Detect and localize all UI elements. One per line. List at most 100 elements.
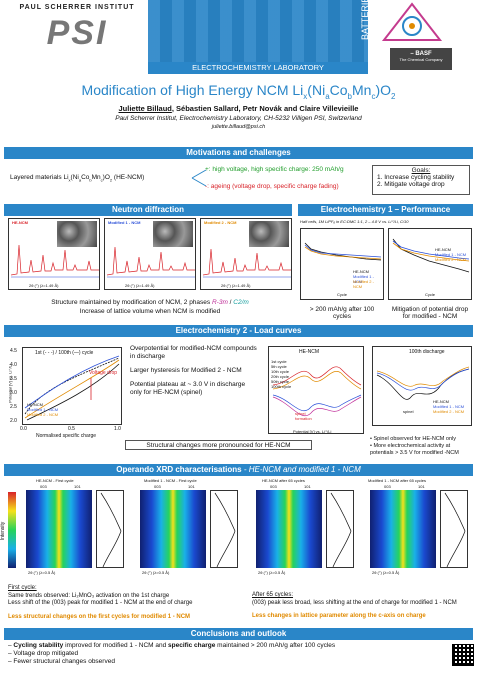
- material-sub-2: 2: [109, 177, 113, 183]
- d100-plot: 100th discharge spinel HE-NCM Modified 1…: [372, 346, 472, 426]
- neutron-panel-mod2: Modified 2 - NCM 2θ (°) (λ=1.49 Å): [200, 218, 292, 290]
- xrd-panel-1: HE-NCM - First cycle 003 101 2θ (°) (λ=0…: [22, 478, 132, 580]
- d100-legend-he: HE-NCM: [433, 399, 449, 404]
- xrd-xaxis: 2θ (°) (λ=0.5 Å): [258, 570, 286, 575]
- psi-wordmark: PSI: [46, 14, 108, 52]
- perf-legend-mod1: Modified 1 - NCM: [353, 274, 374, 284]
- xrd-heading-main: Operando XRD characterisations: [116, 465, 242, 474]
- conclusion-1-end: maintained > 200 mAh/g after 100 cycles: [215, 642, 336, 649]
- sem-image: [249, 221, 289, 247]
- d100-title: 100th discharge: [409, 349, 445, 355]
- load-xaxis: Normalised specific charge: [36, 433, 97, 439]
- con-line: -: ageing (voltage drop, specific charge…: [205, 183, 339, 190]
- dqdv-cycle-100: 100th cycle: [271, 384, 292, 389]
- perf-legend-he: HE-NCM: [353, 269, 369, 274]
- intensity-label: Intensity: [0, 521, 6, 541]
- perf-xaxis: Cycle: [337, 292, 348, 297]
- load-frame: 1st (- - -) / 100th (—) cycle Voltage dr…: [22, 347, 122, 425]
- load-curves-plot: Potential [V] vs. Li⁺/Li 4.5 4.0 3.5 3.0…: [6, 341, 124, 441]
- load-legend-mod1: Modified 1 - NCM: [27, 407, 59, 412]
- material-co: Co: [81, 174, 90, 181]
- neutron-caption-prefix: Structure maintained by modification of …: [51, 299, 212, 306]
- title-t2: Co: [329, 82, 348, 98]
- load-text-1: Overpotential for modified-NCM compounds…: [130, 345, 257, 360]
- dqdv-plot: HE-NCM 1st cycle 5th cycle 10th cycle 20…: [268, 346, 364, 434]
- neutron-panel-label: HE-NCM: [12, 220, 28, 225]
- xrd-peak-003: 003: [40, 484, 47, 489]
- minus-sign: -: [205, 183, 208, 190]
- xrd-first-title: First cycle:: [8, 585, 37, 591]
- dqdv-xaxis: Potential [V] vs. Li⁺/Li: [293, 429, 332, 434]
- batteries-banner: [148, 0, 368, 68]
- email-link[interactable]: juliette.billaud@psi.ch: [211, 124, 266, 130]
- con-text: : ageing (voltage drop, specific charge …: [207, 183, 339, 190]
- diffraction-pattern: [203, 248, 291, 278]
- conclusion-3: – Fewer structural changes observed: [8, 658, 115, 665]
- material-sub-c: c: [100, 177, 103, 183]
- goals-title: Goals:: [411, 167, 431, 174]
- neutron-heading: Neutron diffraction: [4, 204, 292, 216]
- basf-logo: – BASF The Chemical Company: [390, 48, 452, 70]
- load-cycle-label: 1st (- - -) / 100th (—) cycle: [35, 350, 94, 356]
- conclusion-1-mid: improved for modified 1 - NCM and: [63, 642, 169, 649]
- xrd-first-conclusion: Less structural changes on the first cyc…: [8, 613, 191, 620]
- authors: Juliette Billaud, Sébastien Sallard, Pet…: [0, 104, 477, 113]
- load-bullet-1-text: Spinel observed for HE-NCM only: [373, 436, 457, 442]
- conclusion-1: – Cycling stability improved for modifie…: [8, 642, 336, 649]
- material-prefix: Layered materials Li: [10, 174, 69, 181]
- intensity-scale: [8, 492, 16, 568]
- title-sub-a: a: [325, 91, 330, 101]
- d100-legend-mod1: Modified 1 - NCM: [433, 404, 465, 409]
- load-text-3: Potential plateau at ~ 3.0 V in discharg…: [130, 381, 246, 396]
- load-bullets: • Spinel observed for HE-NCM only • More…: [370, 436, 474, 457]
- conclusions-list: – Cycling stability improved for modifie…: [8, 642, 438, 666]
- load-text: Overpotential for modified-NCM compounds…: [130, 345, 258, 397]
- xrd-potential-profile: [96, 490, 124, 568]
- goals-box: Goals: 1. Increase cycling stability 2. …: [372, 165, 470, 195]
- diffraction-pattern: [11, 244, 99, 278]
- material-suffix: (HE-NCM): [112, 174, 145, 181]
- qr-code[interactable]: [452, 644, 474, 666]
- spinel-formation-label: spinel formation: [295, 411, 312, 421]
- sem-image: [57, 221, 97, 247]
- xrd-panel-3: HE-NCM after 65 cycles 003 101 2θ (°) (λ…: [252, 478, 362, 580]
- psi-logo: PAUL SCHERRER INSTITUT PSI: [12, 4, 142, 64]
- dqdv-cycle-1: 1st cycle: [271, 359, 287, 364]
- xrd-after-conclusion: Less changes in lattice parameter along …: [252, 613, 426, 619]
- d100-legend-mod2: Modified 2 - NCM: [433, 409, 465, 414]
- neutron-panel-he: HE-NCM 2θ (°) (λ=1.49 Å): [8, 218, 100, 290]
- xrd-first-line-1: Same trends observed: Li₂MnO₃ activation…: [8, 592, 170, 599]
- lab-label: ELECTROCHEMISTRY LABORATORY: [148, 62, 368, 74]
- dqdv-cycle-50: 50th cycle: [271, 379, 290, 384]
- xrd-panel-title: Modified 1 - NCM after 65 cycles: [368, 478, 427, 483]
- perf-xaxis: Cycle: [425, 292, 436, 297]
- xrd-heading-sub: - HE-NCM and modified 1 - NCM: [241, 465, 361, 474]
- load-xtick: 1.0: [114, 426, 121, 432]
- xrd-xaxis: 2θ (°) (λ=0.5 Å): [372, 570, 400, 575]
- xrd-after-cycles: After 65 cycles: (003) peak less broad, …: [252, 592, 474, 621]
- motivations-arrows: [191, 169, 207, 187]
- perf-caption-2: Mitigation of potential drop for modifie…: [391, 306, 469, 320]
- voltage-drop-label: Voltage drop: [89, 370, 118, 376]
- xrd-peak-003: 003: [154, 484, 161, 489]
- material-sub-b: b: [89, 177, 92, 183]
- load-ytick: 3.5: [10, 376, 17, 382]
- perf-voltage-plot: HE-NCM Modified 1 - NCM Modified 2 - NCM…: [388, 228, 472, 300]
- neutron-caption-2: Increase of lattice volume when NCM is m…: [79, 308, 221, 315]
- xrd-xaxis: 2θ (°) (λ=0.5 Å): [142, 570, 170, 575]
- voltage-curves: [392, 238, 470, 273]
- neutron-panel-label: Modified 1 - NCM: [108, 220, 141, 225]
- xrd-map: [140, 490, 206, 568]
- conclusion-2: – Voltage drop mitigated: [8, 650, 79, 657]
- other-authors: , Sébastien Sallard, Petr Novák and Clai…: [171, 104, 359, 113]
- xrd-after-line-1: (003) peak less broad, less shifting at …: [252, 599, 457, 606]
- conclusion-3-text: Fewer structural changes observed: [13, 658, 115, 665]
- xrd-xaxis: 2θ (°) (λ=0.5 Å): [28, 570, 56, 575]
- xrd-peak-101: 101: [418, 484, 425, 489]
- motivations-heading: Motivations and challenges: [4, 147, 473, 159]
- capacity-curves: [304, 242, 382, 261]
- xrd-panel-title: Modified 1 - NCM - First cycle: [144, 478, 197, 483]
- title-t3: Mn: [352, 82, 372, 98]
- load-ytick: 3.0: [10, 390, 17, 396]
- neutron-xaxis: 2θ (°) (λ=1.49 Å): [221, 283, 251, 288]
